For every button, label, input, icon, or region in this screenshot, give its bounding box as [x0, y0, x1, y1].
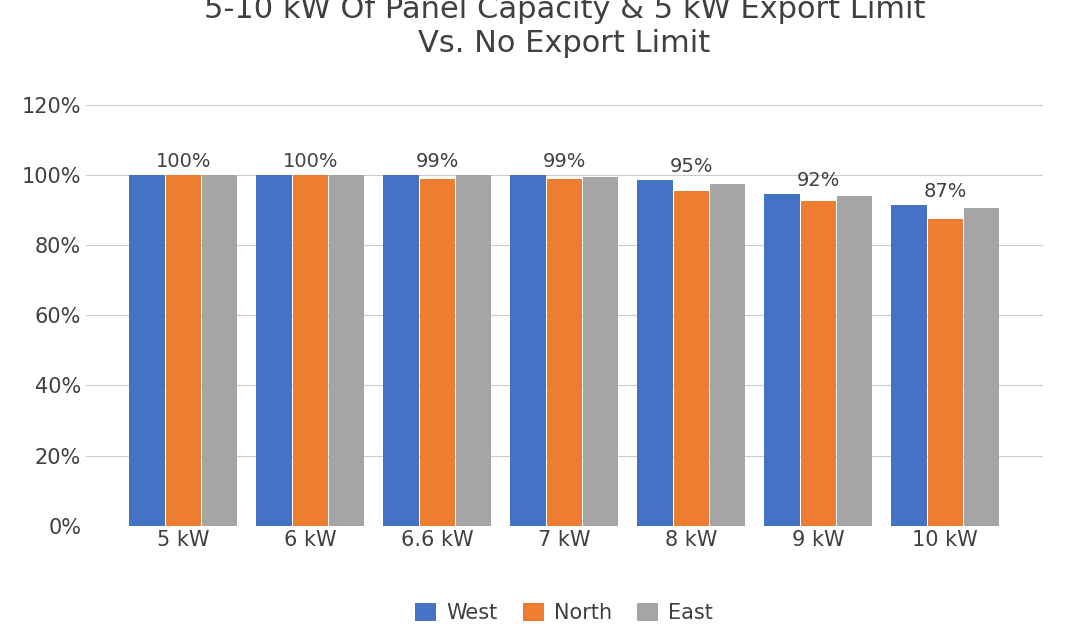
Title: Worst Case Output Of Sydney Solar System With
5-10 kW Of Panel Capacity & 5 kW E: Worst Case Output Of Sydney Solar System… [192, 0, 936, 58]
Bar [963, 208, 1000, 526]
Bar [928, 219, 963, 526]
Bar [419, 179, 455, 526]
Bar [257, 175, 292, 526]
Text: 99%: 99% [543, 152, 586, 171]
Bar [456, 175, 491, 526]
Text: 92%: 92% [797, 171, 840, 190]
Bar [710, 184, 745, 526]
Text: 100%: 100% [156, 152, 211, 171]
Bar [202, 175, 238, 526]
Bar [674, 191, 710, 526]
Bar [583, 177, 618, 526]
Bar [329, 175, 364, 526]
Text: 99%: 99% [416, 152, 459, 171]
Bar [129, 175, 166, 526]
Bar [166, 175, 201, 526]
Bar [801, 201, 836, 526]
Bar [637, 180, 673, 526]
Bar [764, 194, 800, 526]
Legend: West, North, East: West, North, East [407, 594, 721, 631]
Text: 95%: 95% [670, 157, 713, 176]
Bar [546, 179, 583, 526]
Bar [836, 196, 872, 526]
Bar [511, 175, 546, 526]
Bar [292, 175, 328, 526]
Bar [891, 205, 927, 526]
Bar [384, 175, 419, 526]
Text: 87%: 87% [923, 181, 968, 201]
Text: 100%: 100% [283, 152, 339, 171]
